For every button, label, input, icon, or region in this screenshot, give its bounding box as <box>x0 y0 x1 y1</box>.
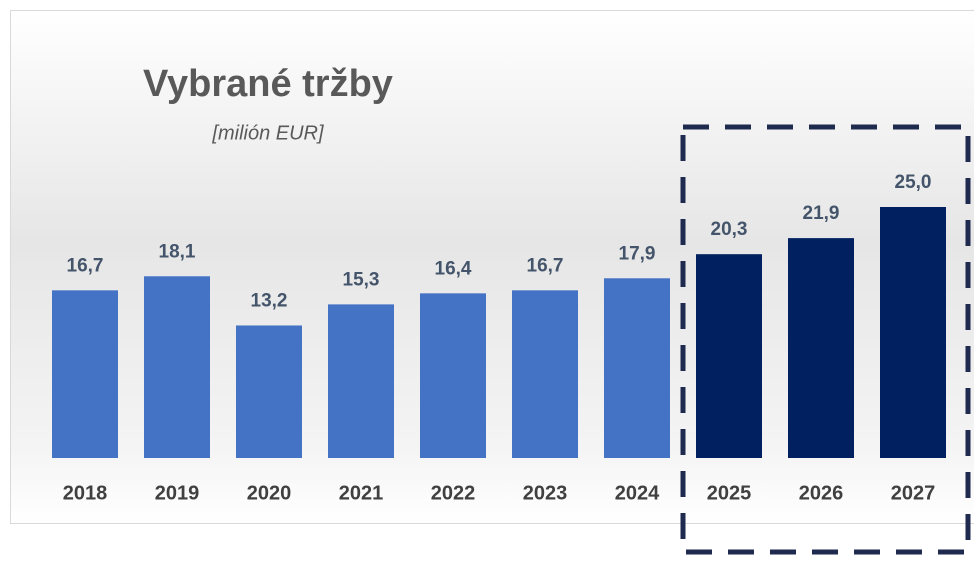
x-tick-label: 2019 <box>155 482 200 504</box>
value-label: 16,4 <box>435 258 472 279</box>
x-tick-label: 2025 <box>707 482 752 504</box>
x-tick-label: 2026 <box>799 482 844 504</box>
value-label: 16,7 <box>67 255 104 276</box>
value-label: 18,1 <box>159 241 196 262</box>
value-label: 13,2 <box>251 290 288 311</box>
x-tick-label: 2020 <box>247 482 292 504</box>
bar <box>880 207 946 458</box>
bar <box>788 238 854 458</box>
x-tick-label: 2027 <box>891 482 936 504</box>
value-label: 21,9 <box>803 203 840 224</box>
x-tick-label: 2024 <box>615 482 660 504</box>
bar <box>696 254 762 458</box>
value-label: 16,7 <box>527 255 564 276</box>
bar <box>52 290 118 458</box>
x-tick-label: 2023 <box>523 482 568 504</box>
bar <box>236 325 302 458</box>
x-tick-label: 2022 <box>431 482 476 504</box>
bar <box>512 290 578 458</box>
value-label: 17,9 <box>619 243 656 264</box>
value-label: 15,3 <box>343 269 380 290</box>
bar <box>420 293 486 458</box>
x-tick-label: 2021 <box>339 482 384 504</box>
bar <box>328 304 394 458</box>
chart-subtitle: [milión EUR] <box>211 122 324 144</box>
value-label: 20,3 <box>711 219 748 240</box>
bar <box>144 276 210 458</box>
bar <box>604 278 670 458</box>
value-label: 25,0 <box>895 172 932 193</box>
chart-title: Vybrané tržby <box>143 63 393 105</box>
x-tick-label: 2018 <box>63 482 108 504</box>
